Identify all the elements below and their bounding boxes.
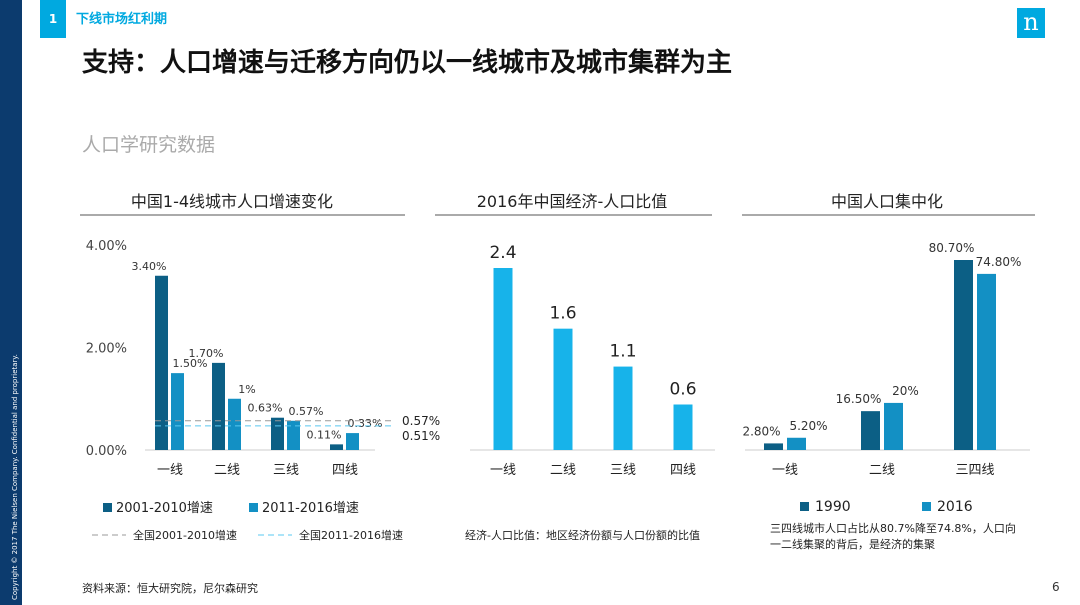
chart1-legend-label-a: 2001-2010增速 [116,501,213,516]
chart1-bar-b [287,420,300,450]
chart3-bar-b [787,437,806,450]
chart3-data-label: 5.20% [789,419,827,433]
chart1-legend-ref-a: 全国2001-2010增速 [133,528,237,542]
chart3-note-line1: 三四线城市人口占比从80.7%降至74.8%，人口向 [770,521,1016,535]
page-title: 支持：人口增速与迁移方向仍以一线城市及城市集群为主 [82,48,733,78]
chart1-ytick-label: 4.00% [86,239,127,254]
chart3-title: 中国人口集中化 [831,192,943,211]
chart1-legend-swatch-b [249,503,258,512]
chart1-data-label: 1% [238,383,255,396]
chart1-bar-b [171,373,184,450]
source-note: 资料来源：恒大研究院，尼尔森研究 [82,582,258,595]
chart1-category-label: 一线 [157,463,183,478]
chart1-data-label: 0.33% [348,417,383,430]
chart1-data-label: 0.57% [289,405,324,418]
chart3-data-label: 80.70% [929,241,975,255]
chart1-ytick-label: 2.00% [86,342,127,357]
chart1-bar-b [228,398,241,450]
chart1-category-label: 三线 [273,463,299,478]
chart1-bar-a [271,417,284,450]
chart2-category-label: 三线 [610,463,636,478]
chart2-bar [553,328,573,450]
chart1-bar-b [346,433,359,450]
chart2-bar [613,366,633,450]
chart3-data-label: 74.80% [976,255,1022,269]
chart3-data-label: 2.80% [742,424,780,438]
chart2-data-label: 0.6 [669,380,696,400]
chart1-category-label: 四线 [332,463,358,478]
chart2-note: 经济-人口比值：地区经济份额与人口份额的比值 [465,528,700,542]
chart1-reference-label: 0.51% [402,429,440,443]
chart3-category-label: 二线 [869,463,895,478]
chart3-bar-b [977,273,996,450]
chart3-legend-swatch-a [800,502,809,511]
chart3-category-label: 一线 [772,463,798,478]
section-number: 1 [40,0,66,38]
chart3-bar-b [884,402,903,450]
section-title: 下线市场红利期 [76,12,168,27]
chart1-legend-swatch-a [103,503,112,512]
chart1-legend-label-b: 2011-2016增速 [262,501,359,516]
chart2-data-label: 1.1 [609,342,636,362]
chart1-bar-a [212,362,225,450]
chart2-title: 2016年中国经济-人口比值 [477,192,668,211]
chart1-ytick-label: 0.00% [86,444,127,459]
nielsen-logo-icon: n [1017,8,1045,38]
chart2-data-label: 2.4 [489,243,516,263]
left-strip: Copyright © 2017 The Nielsen Company. Co… [0,0,22,605]
chart1-bar-a [330,444,343,450]
chart3-bar-a [954,260,973,450]
chart1-reference-label: 0.57% [402,414,440,428]
chart3-bar-a [764,443,783,450]
chart1-bar-a [155,275,168,450]
chart1-data-label: 1.50% [173,357,208,370]
chart1-category-label: 二线 [214,463,240,478]
chart3-legend-label-b: 2016 [937,499,973,515]
chart3-bar-a [861,411,880,450]
chart3-legend-label-a: 1990 [815,499,851,515]
page-number: 6 [1052,580,1060,594]
chart1-legend-ref-b: 全国2011-2016增速 [299,528,403,542]
chart3-data-label: 20% [892,384,919,398]
chart2-bar [673,404,693,450]
chart2-category-label: 四线 [670,463,696,478]
chart3-note-line2: 一二线集聚的背后，是经济的集聚 [770,537,935,551]
chart1-data-label: 0.63% [248,402,283,415]
chart3-category-label: 三四线 [955,463,994,478]
chart1-title: 中国1-4线城市人口增速变化 [131,192,333,211]
chart2-bar [493,268,513,450]
chart1-data-label: 1.70% [189,347,224,360]
chart1-data-label: 3.40% [132,260,167,273]
chart2-category-label: 一线 [490,463,516,478]
chart3-data-label: 16.50% [836,392,882,406]
chart1-data-label: 0.11% [307,428,342,441]
chart2-category-label: 二线 [550,463,576,478]
chart3-legend-swatch-b [922,502,931,511]
chart2-data-label: 1.6 [549,304,576,324]
page-subtitle: 人口学研究数据 [82,134,216,156]
